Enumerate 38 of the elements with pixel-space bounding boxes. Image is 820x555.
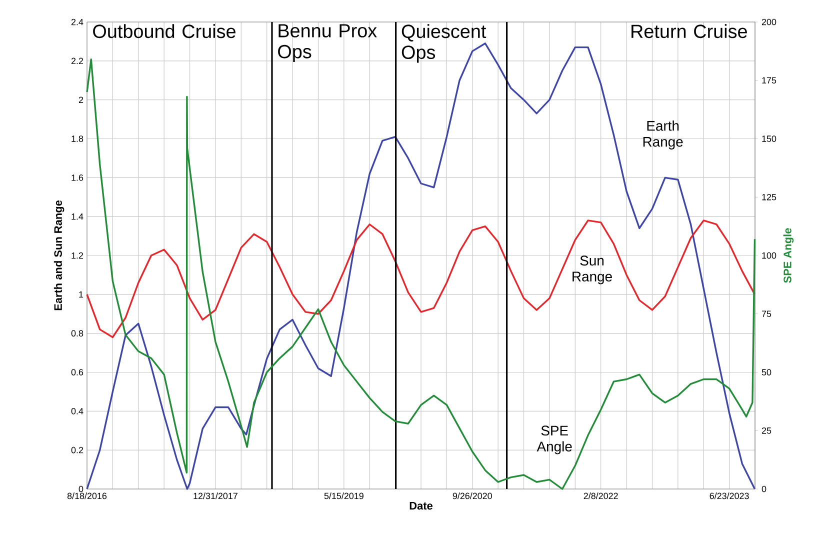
- x-tick-label: 5/15/2019: [324, 492, 364, 500]
- y-tick-label: 0: [78, 486, 84, 492]
- series-label: SPE Angle: [536, 426, 572, 454]
- y-axis-title: Earth and Sun Range: [54, 200, 64, 310]
- x-tick-label: 9/26/2020: [452, 492, 492, 500]
- x-tick-label: 6/23/2023: [710, 492, 749, 500]
- x-tick-label: 12/31/2017: [194, 492, 238, 500]
- y2-tick-label: 100: [762, 252, 776, 259]
- annotation: Return Cruise: [632, 24, 747, 38]
- y-tick-label: 0.8: [71, 330, 84, 337]
- y-tick-label: 2: [78, 96, 84, 103]
- y2-tick-label: 25: [762, 427, 772, 434]
- y-tick-label: 1.6: [72, 174, 84, 181]
- annotation: Quiescent Ops: [402, 24, 486, 63]
- y-tick-label: 1.4: [72, 213, 84, 220]
- series-label: Earth Range: [643, 120, 683, 150]
- y-tick-label: 0.6: [71, 369, 84, 376]
- y2-tick-label: 150: [762, 136, 776, 142]
- y2-tick-label: 175: [762, 77, 776, 84]
- y-tick-label: 1.2: [72, 252, 84, 259]
- series-label: Sun Range: [572, 256, 612, 284]
- y2-tick-label: 125: [762, 194, 776, 200]
- y-tick-label: 0.4: [71, 408, 84, 414]
- y2-tick-label: 75: [762, 310, 772, 318]
- y-tick-label: 0.2: [71, 446, 84, 454]
- y2-axis-title: SPE Angle: [783, 228, 794, 283]
- y-tick-label: 1.8: [72, 136, 84, 142]
- annotation: Bennu Prox Ops: [278, 24, 377, 62]
- y-tick-label: 1: [79, 291, 84, 298]
- y2-tick-label: 0: [762, 486, 766, 492]
- x-tick-label: 8/18/2016: [67, 492, 107, 500]
- y2-tick-label: 50: [762, 369, 772, 376]
- y-tick-label: 2.4: [71, 18, 84, 26]
- y2-tick-label: 200: [762, 18, 776, 26]
- y-tick-label: 2.2: [71, 58, 84, 64]
- x-axis-title: Date: [410, 502, 432, 510]
- annotation: Outbound Cruise: [93, 24, 236, 38]
- x-tick-label: 2/8/2022: [584, 492, 618, 500]
